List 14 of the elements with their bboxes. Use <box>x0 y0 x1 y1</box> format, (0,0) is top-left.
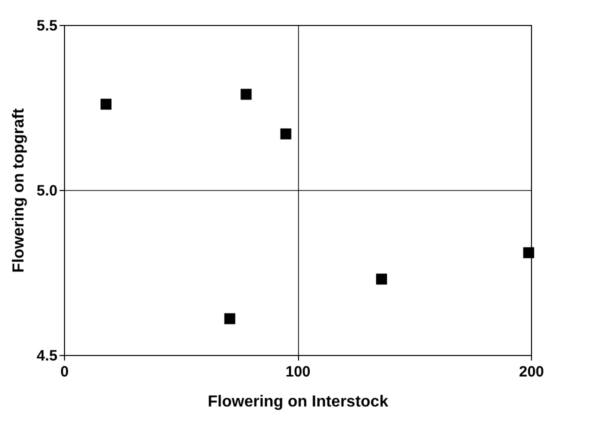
point <box>224 313 236 324</box>
x-tick-label: 0 <box>60 364 69 380</box>
y-tick-label: 5.0 <box>36 182 58 200</box>
point <box>523 247 534 258</box>
y-tick-label: 5.5 <box>36 18 58 34</box>
x-tick-label: 100 <box>285 364 311 380</box>
y-tick-label: 4.5 <box>36 348 58 364</box>
point <box>280 128 292 140</box>
x-tick-label: 200 <box>518 364 544 380</box>
x-axis-title: Flowering on Interstock <box>208 394 388 410</box>
point <box>376 274 388 285</box>
point <box>240 88 252 100</box>
point <box>100 98 112 110</box>
y-axis-title: Flowering on topgraft <box>10 108 28 273</box>
